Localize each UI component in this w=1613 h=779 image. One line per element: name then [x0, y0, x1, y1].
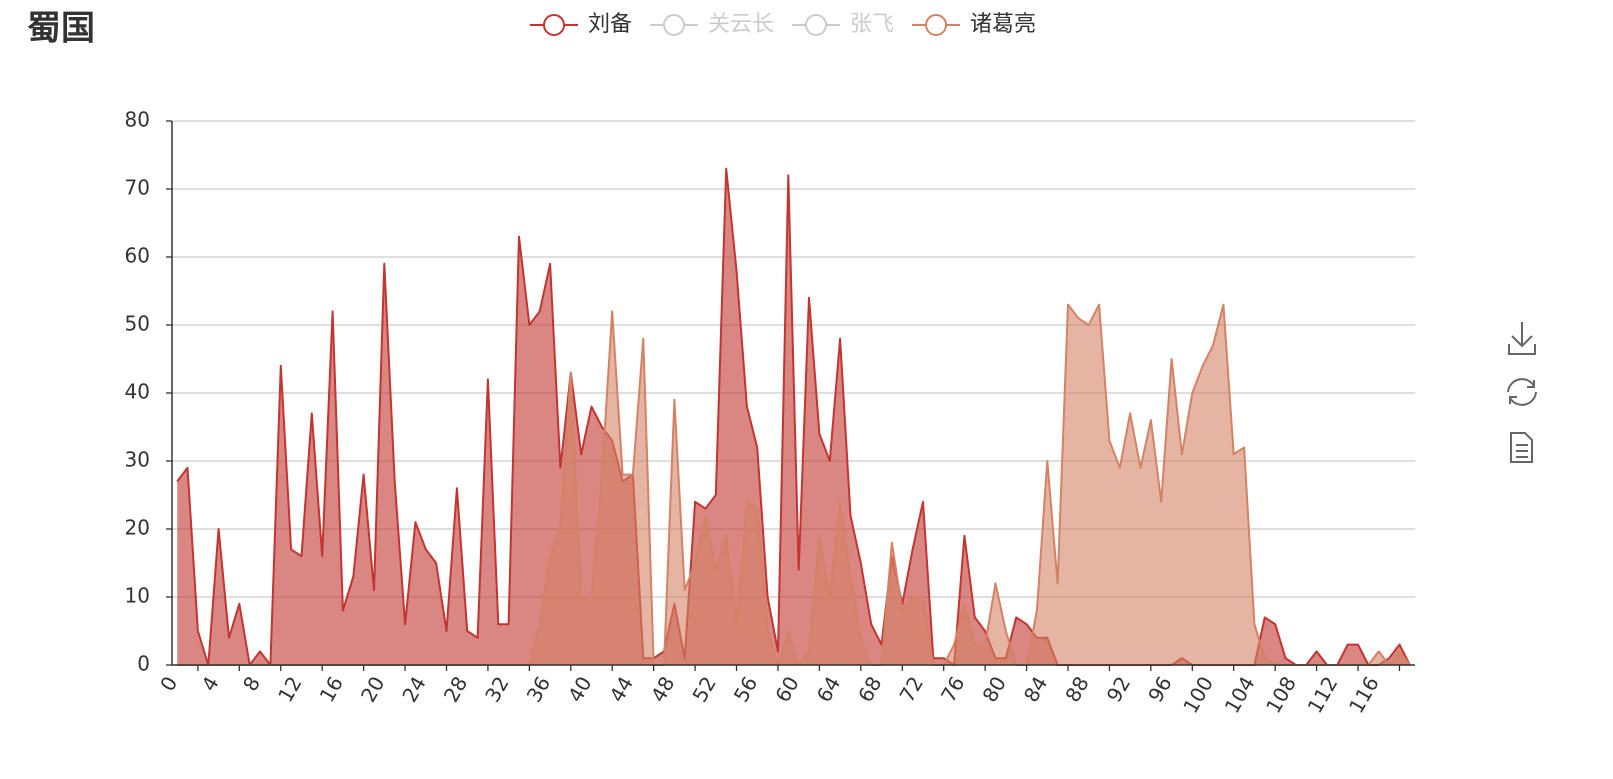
x-tick-label: 108: [1261, 672, 1301, 717]
legend-label: 诸葛亮: [970, 12, 1036, 37]
y-tick-label: 50: [125, 312, 150, 336]
x-tick-label: 92: [1102, 672, 1136, 706]
x-tick-label: 40: [563, 672, 597, 706]
x-tick-label: 68: [853, 672, 887, 706]
legend-marker: [925, 14, 948, 36]
x-tick-label: 56: [729, 672, 763, 706]
x-tick-label: 8: [238, 672, 265, 695]
x-tick-label: 60: [770, 672, 804, 706]
legend-marker: [663, 14, 686, 36]
x-tick-label: 44: [605, 672, 639, 706]
legend-item[interactable]: 张飞: [792, 12, 894, 37]
legend-marker: [543, 14, 565, 36]
data-view-icon[interactable]: [1510, 432, 1533, 463]
x-tick-label: 104: [1220, 672, 1260, 717]
save-icon[interactable]: [1508, 322, 1536, 355]
y-tick-label: 60: [125, 244, 150, 268]
x-tick-label: 52: [687, 672, 721, 706]
x-tick-label: 72: [895, 672, 929, 706]
x-tick-label: 4: [197, 672, 224, 695]
x-tick-label: 96: [1143, 672, 1177, 706]
x-tick-label: 116: [1344, 672, 1384, 717]
legend-item[interactable]: 刘备: [530, 12, 632, 37]
y-tick-label: 20: [125, 516, 150, 540]
x-tick-label: 0: [155, 672, 182, 695]
x-tick-label: 24: [397, 672, 431, 706]
x-tick-label: 16: [314, 672, 348, 706]
x-tick-label: 76: [936, 672, 970, 706]
x-tick-label: 80: [977, 672, 1011, 706]
x-tick-label: 88: [1060, 672, 1094, 706]
y-tick-label: 30: [125, 448, 150, 472]
x-tick-label: 48: [646, 672, 680, 706]
x-tick-label: 28: [439, 672, 473, 706]
restore-icon[interactable]: [1507, 378, 1537, 406]
legend-label: 张飞: [850, 12, 894, 37]
legend-marker: [805, 14, 828, 36]
y-tick-label: 70: [125, 176, 150, 200]
chart-title: 蜀国: [27, 9, 95, 49]
x-tick-label: 64: [812, 672, 846, 706]
y-tick-label: 40: [125, 380, 150, 404]
x-tick-label: 32: [480, 672, 514, 706]
x-tick-label: 20: [356, 672, 390, 706]
x-tick-label: 36: [522, 672, 556, 706]
legend-item[interactable]: 关云长: [650, 12, 774, 37]
legend: 刘备 关云长 张飞 诸葛亮: [530, 12, 1036, 37]
y-tick-label: 10: [125, 584, 150, 608]
legend-label: 关云长: [708, 12, 774, 37]
y-tick-label: 80: [125, 108, 150, 132]
y-tick-label: 0: [137, 652, 150, 676]
toolbox[interactable]: [1507, 322, 1537, 463]
legend-label: 刘备: [588, 12, 632, 37]
area: [177, 168, 1410, 665]
x-tick-label: 112: [1303, 672, 1343, 717]
x-tick-label: 100: [1178, 672, 1218, 717]
area: [177, 304, 1410, 665]
legend-item[interactable]: 诸葛亮: [912, 12, 1036, 37]
x-tick-label: 84: [1019, 672, 1053, 706]
x-tick-label: 12: [273, 672, 307, 706]
